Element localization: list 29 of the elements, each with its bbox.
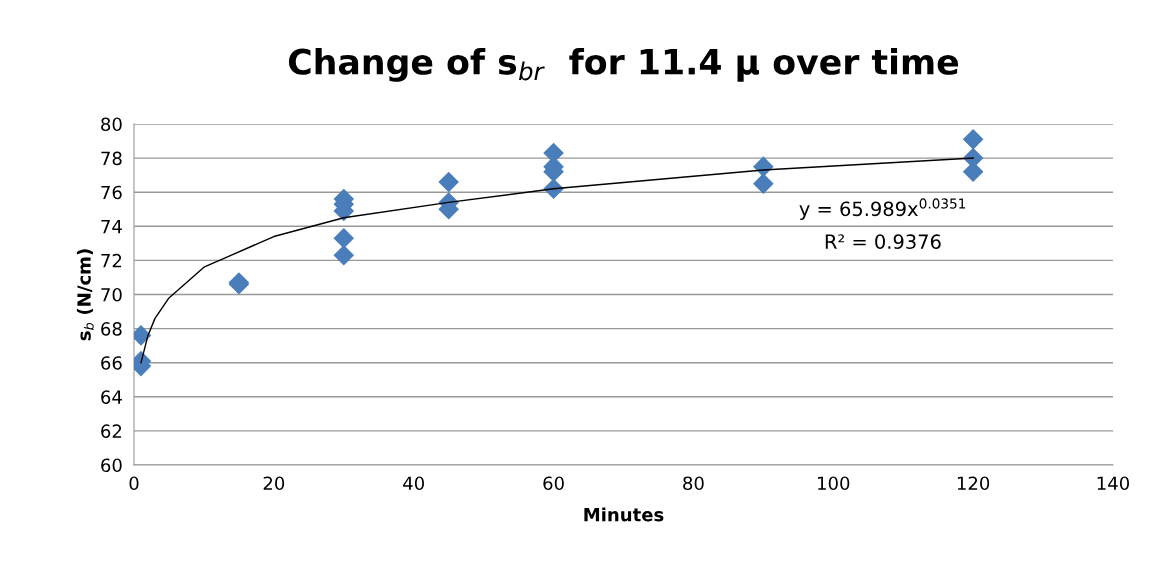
y-tick-label: 78 [101,151,122,166]
x-tick-label: 80 [683,476,704,491]
chart-title: Change of s$_{br}$ for 11.4 μ over time [288,47,959,82]
point [962,129,984,150]
x-tick-label: 140 [1097,476,1130,491]
annotation: y = 65.989x$^{0.0351}$ [799,198,966,220]
x-axis-title: Minutes [584,507,664,522]
y-tick-label: 80 [101,117,122,132]
y-tick-label: 68 [101,322,122,336]
y-tick-label: 60 [101,458,122,473]
y-tick-label: 70 [101,287,122,302]
x-tick-label: 100 [818,476,850,491]
y-tick-label: 74 [101,220,122,234]
y-axis-title: s$_{b}$ (N/cm) [76,249,94,341]
x-tick-label: 60 [543,476,564,491]
annotation: R² = 0.9376 [825,234,941,249]
point [333,244,355,266]
y-tick-label: 72 [101,253,122,268]
x-tick-label: 40 [403,476,424,491]
y-tick-label: 64 [101,390,122,404]
y-tick-label: 62 [101,424,122,439]
y-tick-label: 66 [101,356,122,370]
y-tick-label: 76 [101,185,122,200]
x-tick-label: 0 [129,476,139,491]
point [753,173,774,194]
point [438,171,459,193]
x-tick-label: 20 [263,476,285,491]
point [333,227,355,249]
x-tick-label: 120 [957,476,990,491]
